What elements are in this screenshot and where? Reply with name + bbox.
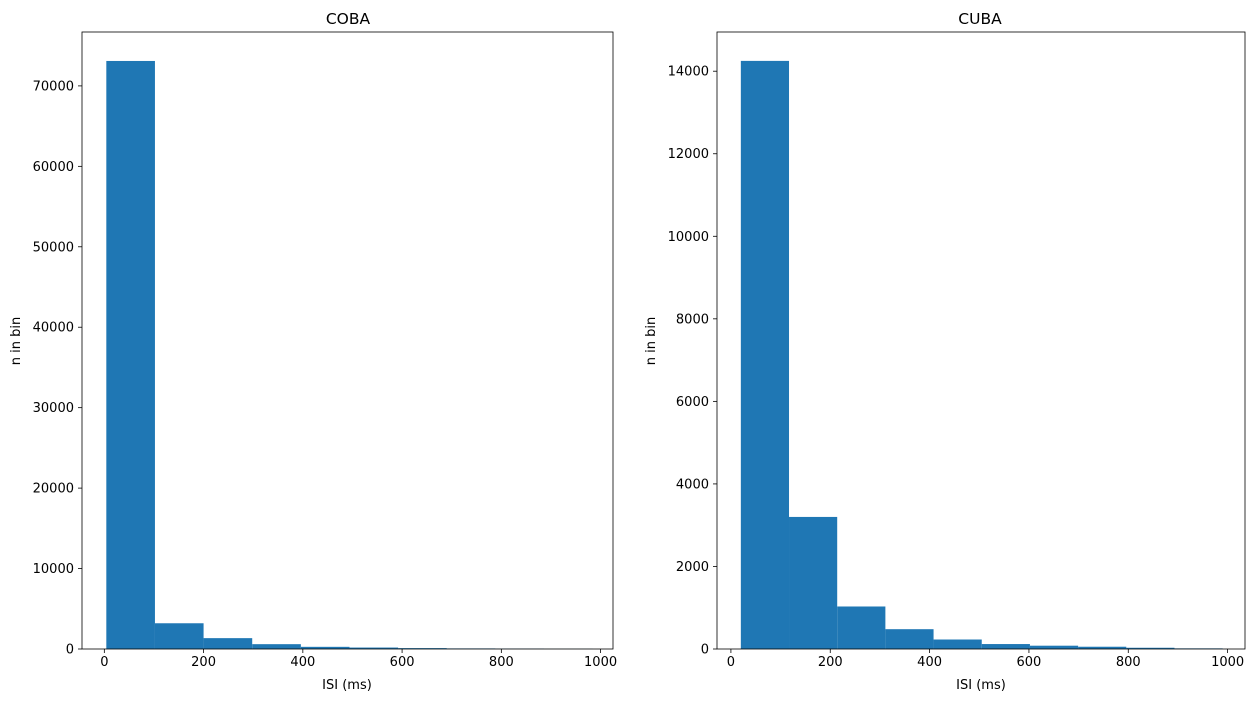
y-tick-label: 0 — [701, 643, 709, 658]
y-tick-label: 10000 — [33, 562, 74, 577]
histogram-bar — [981, 644, 1030, 649]
x-axis-label: ISI (ms) — [956, 678, 1006, 693]
x-tick-label: 1000 — [1211, 655, 1244, 670]
y-axis-label: n in bin — [9, 317, 24, 365]
x-tick-label: 600 — [390, 655, 415, 670]
y-tick-label: 10000 — [668, 230, 709, 245]
x-tick-label: 0 — [100, 655, 108, 670]
histogram-bar — [106, 60, 155, 649]
y-axis-label: n in bin — [644, 317, 659, 365]
y-axis-ticks: 0 10000 20000 30000 40000 50000 60000 70000 — [33, 79, 82, 658]
histogram-bars — [106, 60, 593, 649]
histogram-bar — [1126, 647, 1175, 649]
x-axis-ticks: 0 200 400 600 800 1000 — [727, 649, 1244, 670]
y-tick-label: 50000 — [33, 240, 74, 255]
histogram-bar — [789, 516, 838, 649]
y-tick-label: 30000 — [33, 401, 74, 416]
x-axis-ticks: 0 200 400 600 800 1000 — [100, 649, 617, 670]
y-tick-label: 20000 — [33, 482, 74, 497]
chart-title: COBA — [326, 10, 371, 28]
histogram-bar — [252, 644, 301, 649]
histogram-bar — [933, 639, 982, 649]
y-tick-label: 12000 — [668, 147, 709, 162]
histogram-bar — [398, 648, 447, 649]
histogram-bar — [349, 647, 399, 649]
histogram-bar — [885, 629, 934, 649]
x-tick-label: 800 — [489, 655, 514, 670]
y-tick-label: 4000 — [676, 477, 709, 492]
y-tick-label: 14000 — [668, 65, 709, 80]
histogram-bar — [837, 606, 886, 649]
x-tick-label: 800 — [1116, 655, 1141, 670]
histogram-bar — [740, 60, 790, 649]
x-tick-label: 400 — [290, 655, 315, 670]
x-tick-label: 0 — [727, 655, 735, 670]
x-tick-label: 200 — [191, 655, 216, 670]
y-tick-label: 0 — [66, 643, 74, 658]
y-tick-label: 40000 — [33, 321, 74, 336]
histogram-bars — [740, 60, 1223, 649]
x-tick-label: 1000 — [584, 655, 617, 670]
y-axis-ticks: 0 2000 4000 6000 8000 10000 12000 14000 — [668, 65, 717, 658]
histogram-bar — [154, 623, 204, 649]
histogram-bar — [203, 638, 253, 649]
cuba-chart: CUBA 0 200 400 600 800 1000 0 2000 4000 6000 8000… — [644, 10, 1246, 693]
histogram-bar — [1078, 646, 1127, 649]
y-tick-label: 6000 — [676, 395, 709, 410]
x-axis-label: ISI (ms) — [322, 678, 372, 693]
x-tick-label: 600 — [1017, 655, 1042, 670]
y-tick-label: 70000 — [33, 79, 74, 94]
x-tick-label: 400 — [917, 655, 942, 670]
x-tick-label: 200 — [818, 655, 843, 670]
coba-chart: COBA 0 200 400 600 800 1000 0 10000 20000 30000 4… — [9, 10, 617, 693]
y-tick-label: 8000 — [676, 312, 709, 327]
histogram-bar — [300, 646, 350, 649]
axes-frame — [81, 31, 614, 650]
chart-title: CUBA — [958, 10, 1002, 28]
histogram-bar — [1029, 645, 1079, 649]
y-tick-label: 60000 — [33, 160, 74, 175]
y-tick-label: 2000 — [676, 560, 709, 575]
axes-frame — [716, 31, 1246, 650]
